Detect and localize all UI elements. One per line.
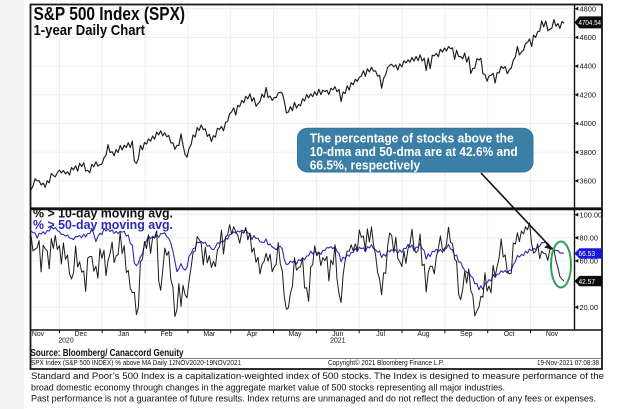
svg-text:4800: 4800 bbox=[580, 4, 596, 13]
svg-text:4400: 4400 bbox=[580, 62, 596, 71]
svg-text:Copyright© 2021 Bloomberg Fina: Copyright© 2021 Bloomberg Finance L.P. bbox=[328, 358, 444, 367]
svg-text:4600: 4600 bbox=[580, 33, 596, 42]
svg-text:Feb: Feb bbox=[161, 331, 173, 338]
svg-text:Past performance is not a guar: Past performance is not a guarantee of f… bbox=[31, 392, 596, 403]
svg-text:Mar: Mar bbox=[203, 331, 216, 338]
svg-text:42.57: 42.57 bbox=[579, 277, 596, 286]
svg-text:1-year Daily Chart: 1-year Daily Chart bbox=[34, 22, 146, 39]
svg-text:Nov: Nov bbox=[546, 331, 559, 338]
svg-text:Standard and Poor’s 500 Index: Standard and Poor’s 500 Index is a capit… bbox=[31, 370, 604, 381]
svg-text:Aug: Aug bbox=[417, 331, 429, 338]
svg-text:80.00: 80.00 bbox=[580, 233, 599, 242]
svg-text:4704.54: 4704.54 bbox=[579, 18, 602, 27]
svg-text:10-dma and 50-dma are at 42.6%: 10-dma and 50-dma are at 42.6% and bbox=[310, 145, 518, 159]
svg-text:100.00: 100.00 bbox=[580, 210, 603, 219]
svg-text:Sep: Sep bbox=[460, 331, 472, 338]
svg-text:66.5%, respectively: 66.5%, respectively bbox=[310, 159, 421, 173]
svg-text:broad domestic economy through: broad domestic economy through changes i… bbox=[31, 381, 505, 392]
svg-text:2021: 2021 bbox=[330, 338, 345, 345]
svg-text:Dec: Dec bbox=[75, 331, 88, 338]
svg-text:60.00: 60.00 bbox=[580, 257, 599, 266]
svg-text:Source: Bloomberg/ Canaccord G: Source: Bloomberg/ Canaccord Genuity bbox=[31, 348, 184, 359]
svg-text:2020: 2020 bbox=[58, 338, 73, 345]
svg-text:Jun: Jun bbox=[332, 331, 343, 338]
svg-text:% > 50-day moving avg.: % > 50-day moving avg. bbox=[33, 217, 173, 232]
svg-text:4000: 4000 bbox=[580, 119, 596, 128]
svg-text:The percentage of stocks above: The percentage of stocks above the bbox=[310, 131, 514, 145]
svg-text:S&P 500 Index (SPX): S&P 500 Index (SPX) bbox=[34, 3, 186, 24]
svg-text:20.00: 20.00 bbox=[580, 303, 599, 312]
svg-text:66.53: 66.53 bbox=[579, 249, 596, 258]
svg-text:Apr: Apr bbox=[247, 331, 258, 338]
svg-text:SPX Index (S&P 500 INDEX) % ab: SPX Index (S&P 500 INDEX) % above MA Dai… bbox=[31, 358, 241, 367]
svg-text:% > 10-day moving avg.: % > 10-day moving avg. bbox=[33, 206, 173, 221]
svg-text:19-Nov-2021 07:08:38: 19-Nov-2021 07:08:38 bbox=[537, 358, 599, 367]
svg-text:Nov: Nov bbox=[32, 331, 45, 338]
svg-text:3600: 3600 bbox=[580, 177, 596, 186]
svg-text:Jul: Jul bbox=[376, 331, 385, 338]
svg-text:4200: 4200 bbox=[580, 90, 596, 99]
svg-text:Jan: Jan bbox=[118, 331, 129, 338]
svg-text:May: May bbox=[288, 331, 302, 338]
svg-text:3800: 3800 bbox=[580, 148, 596, 157]
svg-text:Oct: Oct bbox=[504, 331, 515, 338]
